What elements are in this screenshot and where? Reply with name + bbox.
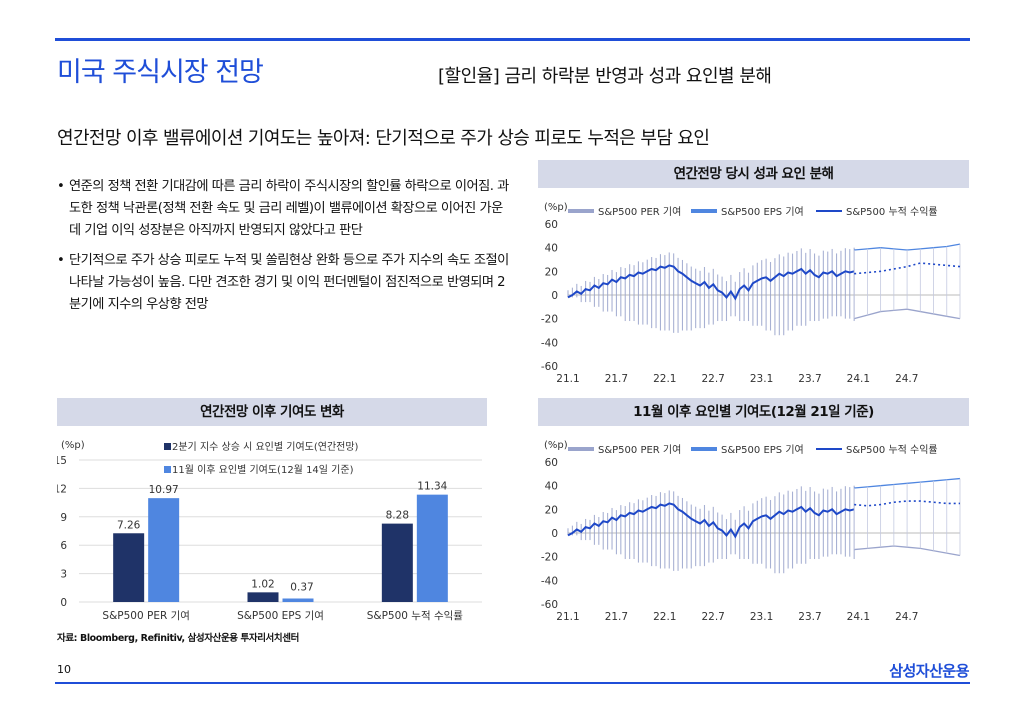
y-axis-unit: (%p) — [61, 440, 85, 451]
legend-label-eps: S&P500 EPS 기여 — [721, 206, 804, 218]
bar-2 — [148, 498, 180, 602]
brand-logo-text: 삼성자산운용 — [889, 662, 969, 680]
y-tick-label: 3 — [60, 569, 67, 581]
source-note: 자료: Bloomberg, Refinitiv, 삼성자산운용 투자리서치센터 — [57, 633, 299, 644]
x-tick-label: 21.1 — [556, 373, 579, 385]
x-tick-label: 24.1 — [847, 373, 870, 385]
x-tick-label: 22.7 — [701, 611, 724, 623]
bar-data-label: 1.02 — [251, 578, 274, 590]
x-tick-label: 24.1 — [847, 611, 870, 623]
legend-label-series-1: 2분기 지수 상승 시 요인별 기여도(연간전망) — [172, 441, 359, 453]
return-series-line — [567, 264, 855, 301]
legend-label-series-2: 11월 이후 요인별 기여도(12월 14일 기준) — [172, 464, 354, 476]
bullet-item: 단기적으로 주가 상승 피로도 누적 및 쏠림현상 완화 등으로 주가 지수의 … — [57, 250, 512, 316]
x-tick-label: 21.7 — [605, 611, 628, 623]
bar-data-label: 11.34 — [417, 481, 447, 493]
y-tick-label: -40 — [541, 337, 558, 349]
page-title: 미국 주식시장 전망 — [57, 57, 264, 88]
legend-label-return: S&P500 누적 수익률 — [846, 444, 938, 456]
x-tick-label: 22.1 — [653, 373, 676, 385]
top-rule — [55, 38, 970, 41]
panel-header-contribution-change: 연간전망 이후 기여도 변화 — [57, 398, 487, 426]
projection-per-line — [853, 308, 961, 320]
y-tick-label: 40 — [545, 481, 558, 493]
bar-data-label: 0.37 — [290, 581, 313, 593]
bullet-list: 연준의 정책 전환 기대감에 따른 금리 하락이 주식시장의 할인률 하락으로 … — [57, 176, 512, 324]
x-tick-label: 23.7 — [798, 373, 821, 385]
legend-swatch-series-1 — [164, 443, 171, 450]
projection-per-line — [854, 545, 961, 557]
legend-label-per: S&P500 PER 기여 — [598, 444, 681, 456]
y-tick-label: 60 — [545, 457, 558, 469]
x-category-label: S&P500 EPS 기여 — [237, 610, 324, 622]
y-tick-label: 0 — [551, 290, 558, 302]
footer-rule — [55, 682, 970, 684]
y-axis-unit: (%p) — [544, 202, 568, 213]
bar-1 — [113, 533, 145, 602]
bar-data-label: 10.97 — [149, 484, 179, 496]
legend-label-eps: S&P500 EPS 기여 — [721, 444, 804, 456]
projection-eps-line — [854, 477, 961, 489]
y-tick-label: 0 — [60, 597, 67, 609]
y-tick-label: 40 — [545, 243, 558, 255]
y-axis-unit: (%p) — [544, 440, 568, 451]
y-tick-label: 9 — [60, 512, 67, 524]
chart-since-nov: S&P500 PER 기여 S&P500 EPS 기여 S&P500 누적 수익률 (… — [541, 440, 961, 623]
y-tick-label: -20 — [541, 552, 558, 564]
headline: 연간전망 이후 밸류에이션 기여도는 높아져: 단기적으로 주가 상승 피로도 … — [57, 128, 710, 149]
legend-swatch-eps — [691, 209, 717, 213]
bar-2 — [416, 494, 448, 602]
legend-swatch-per — [568, 209, 594, 213]
y-tick-label: 15 — [57, 455, 67, 467]
x-tick-label: 23.1 — [750, 373, 773, 385]
bar-1 — [381, 523, 413, 602]
bar-2 — [282, 598, 314, 602]
chart-annual-decomp: S&P500 PER 기여 S&P500 EPS 기여 S&P500 누적 수익률 (… — [541, 202, 961, 385]
y-tick-label: 60 — [545, 219, 558, 231]
projection-eps-line — [854, 243, 961, 251]
legend-swatch-eps — [691, 447, 717, 451]
panel-header-annual-decomp: 연간전망 당시 성과 요인 분해 — [538, 160, 969, 188]
y-tick-label: 0 — [551, 528, 558, 540]
x-tick-label: 24.7 — [895, 611, 918, 623]
page-number: 10 — [57, 663, 71, 676]
x-tick-label: 23.7 — [798, 611, 821, 623]
x-tick-label: 21.7 — [605, 373, 628, 385]
y-tick-label: -20 — [541, 314, 558, 326]
y-tick-label: 20 — [545, 266, 558, 278]
x-tick-label: 22.7 — [701, 373, 724, 385]
y-tick-label: 20 — [545, 504, 558, 516]
legend-label-return: S&P500 누적 수익률 — [846, 206, 938, 218]
bar-1 — [247, 592, 279, 602]
y-tick-label: -60 — [541, 361, 558, 373]
x-category-label: S&P500 PER 기여 — [102, 610, 189, 622]
bullet-item: 연준의 정책 전환 기대감에 따른 금리 하락이 주식시장의 할인률 하락으로 … — [57, 176, 512, 242]
x-tick-label: 21.1 — [556, 611, 579, 623]
y-tick-label: -40 — [541, 575, 558, 587]
x-tick-label: 23.1 — [750, 611, 773, 623]
legend-label-per: S&P500 PER 기여 — [598, 206, 681, 218]
y-tick-label: -60 — [541, 599, 558, 611]
y-tick-label: 6 — [60, 540, 67, 552]
page-subtitle: [할인율] 금리 하락분 반영과 성과 요인별 분해 — [438, 66, 772, 87]
legend-swatch-series-2 — [164, 466, 171, 473]
panel-header-since-nov: 11월 이후 요인별 기여도(12월 21일 기준) — [538, 398, 969, 426]
x-tick-label: 22.1 — [653, 611, 676, 623]
chart-contribution-change: 15 12 9 6 3 0 (%p) 2분기 지수 상승 시 요인별 기여도(연간전망) 11월… — [57, 440, 482, 622]
y-tick-label: 12 — [57, 483, 67, 495]
bar-data-label: 7.26 — [117, 519, 141, 531]
x-category-label: S&P500 누적 수익률 — [367, 610, 464, 622]
x-tick-label: 24.7 — [895, 373, 918, 385]
bar-data-label: 8.28 — [386, 510, 409, 522]
legend-swatch-per — [568, 447, 594, 451]
return-series-line — [567, 502, 855, 539]
